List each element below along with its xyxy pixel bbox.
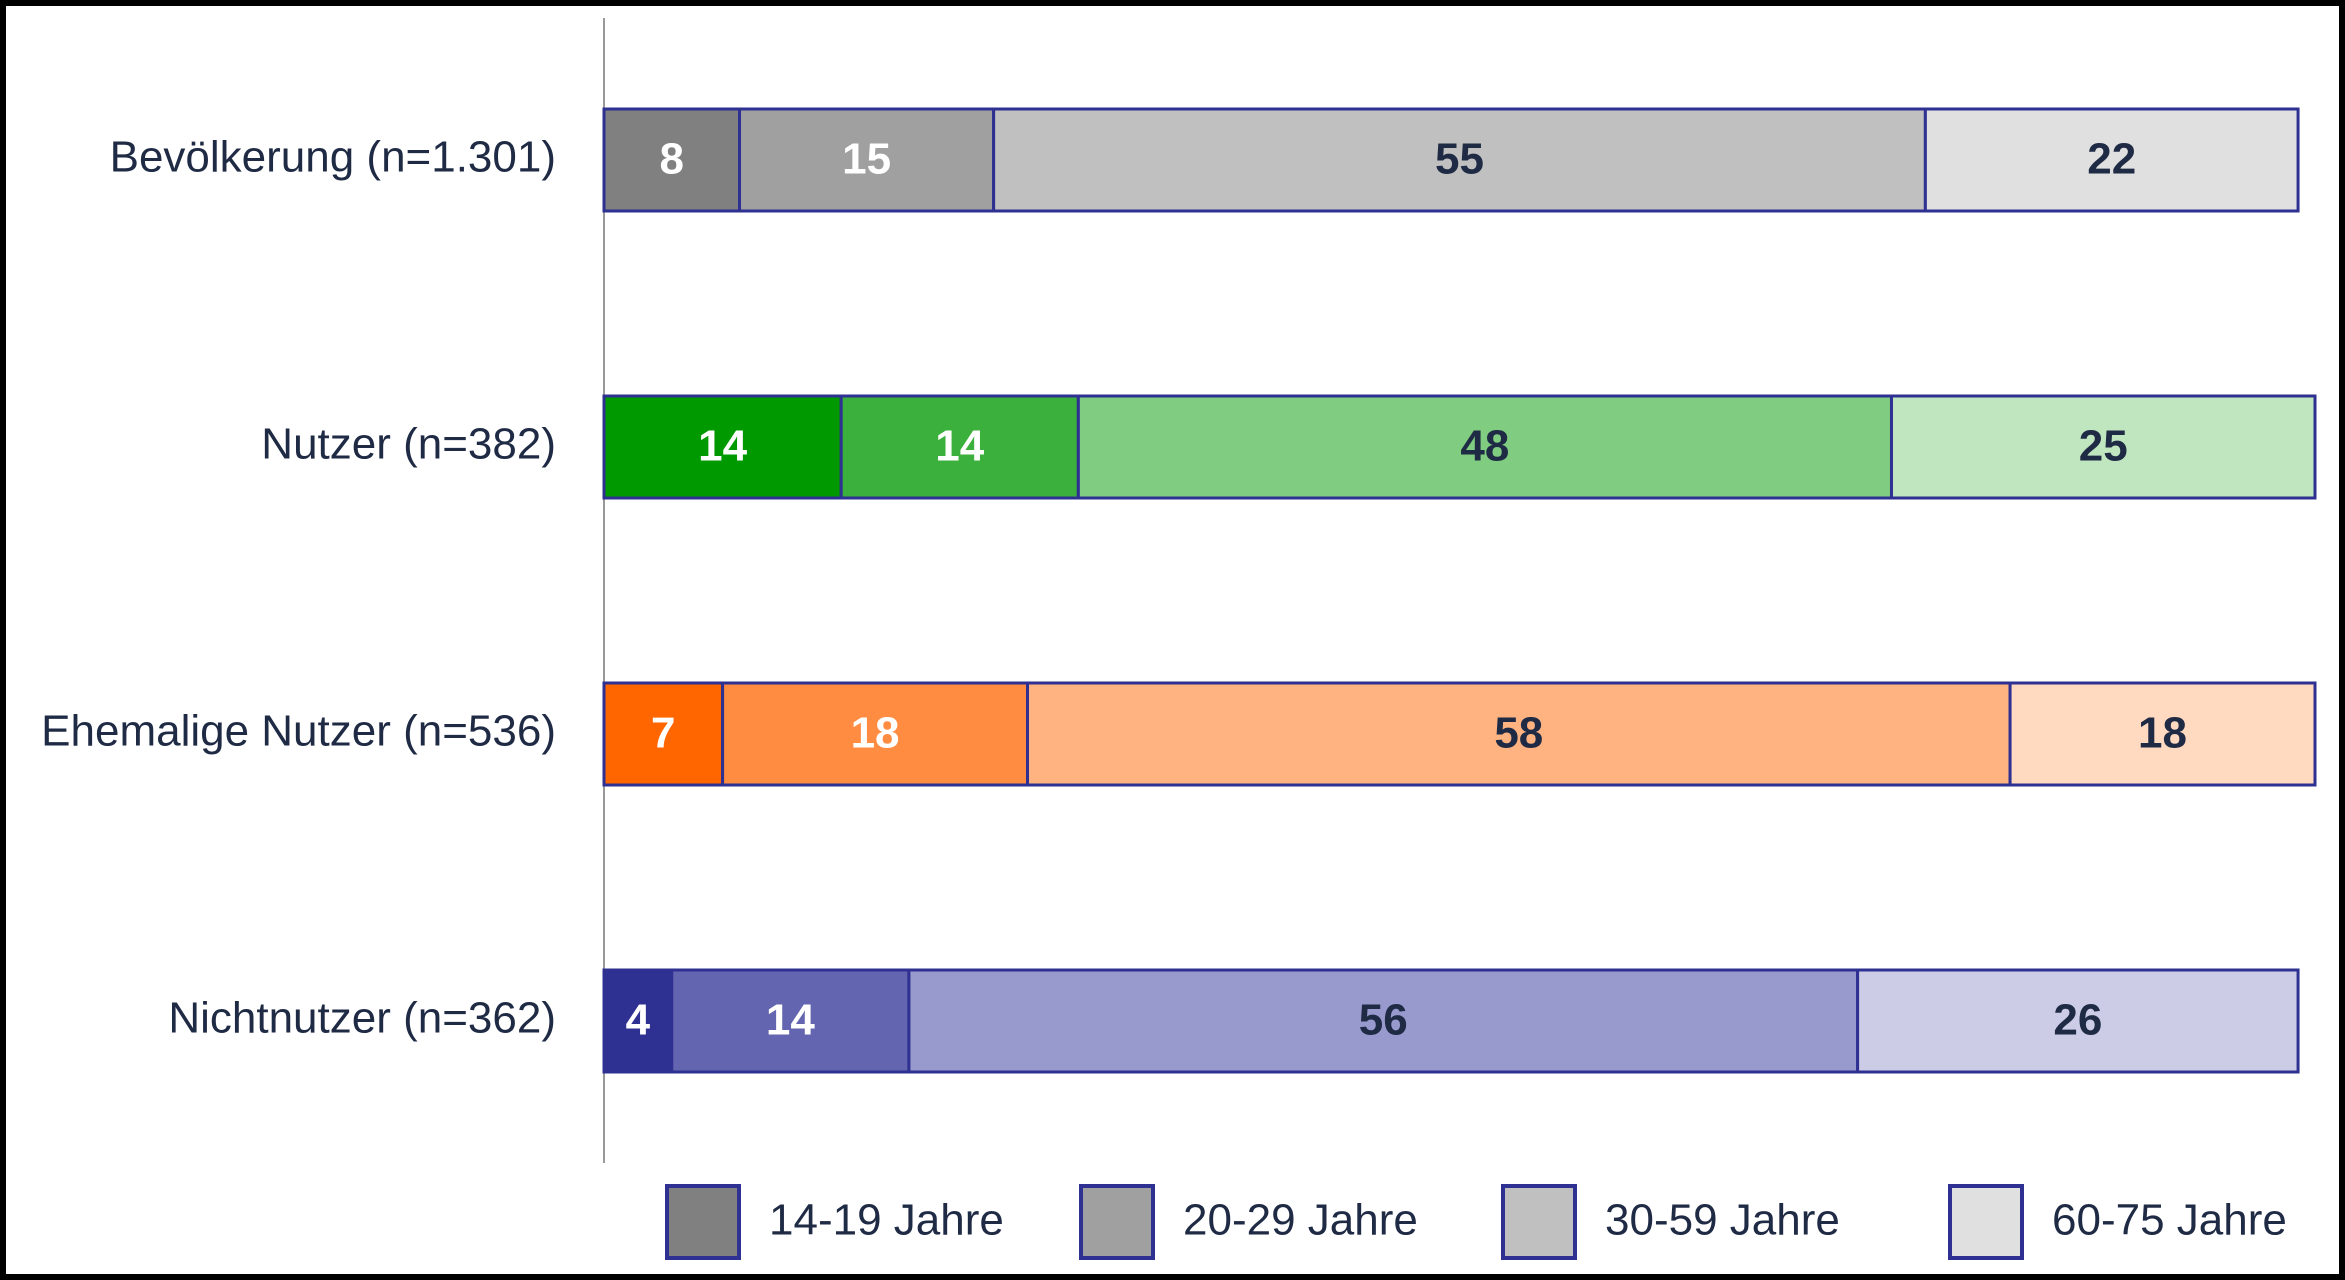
legend-label: 60-75 Jahre (2052, 1196, 2287, 1245)
legend-label: 20-29 Jahre (1183, 1196, 1418, 1245)
bar-segment (602, 107, 742, 213)
data-label: 18 (851, 709, 900, 758)
data-label: 22 (2087, 135, 2136, 184)
bar-segment (602, 968, 674, 1074)
bar-segment (2008, 681, 2317, 787)
legend-swatch (1948, 1184, 2024, 1260)
data-label: 55 (1435, 135, 1484, 184)
legend-swatch (1079, 1184, 1155, 1260)
category-label: Bevölkerung (n=1.301) (110, 133, 556, 182)
bar-segment (670, 968, 911, 1074)
bar-segment (1026, 681, 2012, 787)
bar-segment (738, 107, 996, 213)
category-label: Nichtnutzer (n=362) (168, 994, 556, 1043)
data-label: 7 (651, 709, 675, 758)
data-label: 14 (698, 422, 747, 471)
bar-segment (907, 968, 1860, 1074)
bar-segment (721, 681, 1030, 787)
bar-segment (1923, 107, 2300, 213)
data-label: 25 (2079, 422, 2128, 471)
bar-segment (1889, 394, 2317, 500)
data-label: 48 (1460, 422, 1509, 471)
category-label: Ehemalige Nutzer (n=536) (41, 707, 556, 756)
bar-segment (602, 394, 843, 500)
data-label: 56 (1359, 996, 1408, 1045)
legend-swatch (665, 1184, 741, 1260)
data-label: 15 (842, 135, 891, 184)
bar-segment (602, 681, 725, 787)
data-label: 26 (2053, 996, 2102, 1045)
category-label: Nutzer (n=382) (261, 420, 556, 469)
legend-label: 14-19 Jahre (769, 1196, 1004, 1245)
data-label: 14 (766, 996, 815, 1045)
bar-segment (1856, 968, 2300, 1074)
data-label: 14 (935, 422, 984, 471)
data-label: 8 (660, 135, 684, 184)
legend-swatch (1501, 1184, 1577, 1260)
legend-label: 30-59 Jahre (1605, 1196, 1840, 1245)
data-label: 58 (1494, 709, 1543, 758)
data-label: 18 (2138, 709, 2187, 758)
data-label: 4 (626, 996, 651, 1045)
